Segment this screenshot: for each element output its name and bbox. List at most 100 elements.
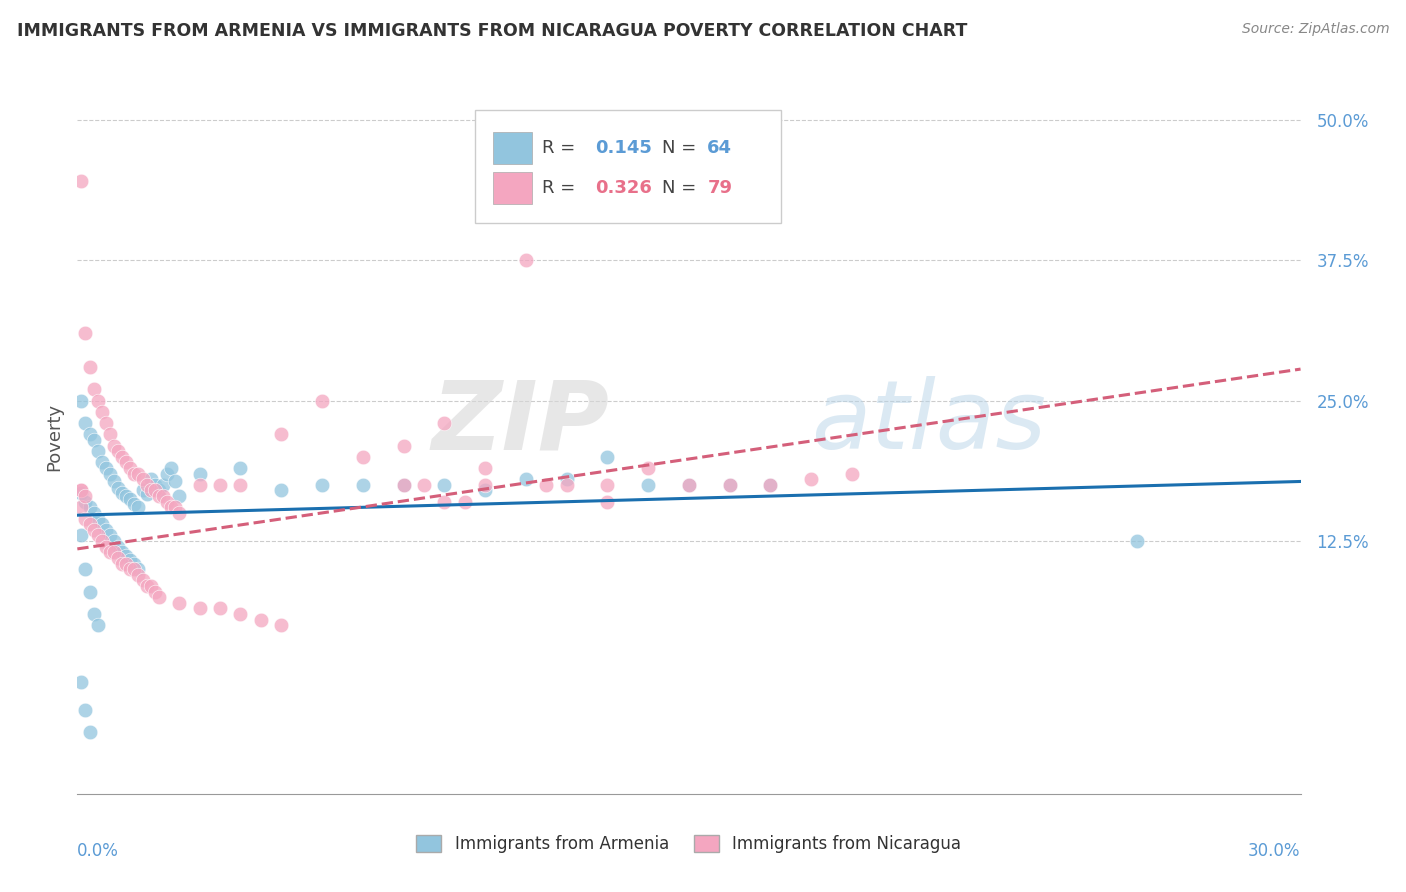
- Text: N =: N =: [662, 139, 702, 157]
- Point: [120, 553, 142, 567]
- Legend: Immigrants from Armenia, Immigrants from Nicaragua: Immigrants from Armenia, Immigrants from…: [416, 835, 962, 854]
- Point: [139, 483, 162, 498]
- Point: [94, 523, 117, 537]
- Point: [115, 549, 138, 563]
- Point: [70, 483, 93, 498]
- Point: [94, 416, 117, 430]
- Point: [107, 444, 129, 458]
- Point: [1126, 534, 1149, 549]
- Text: 79: 79: [707, 179, 733, 197]
- Point: [169, 506, 191, 520]
- Text: 0.0%: 0.0%: [77, 842, 120, 861]
- FancyBboxPatch shape: [494, 132, 533, 164]
- Point: [143, 584, 166, 599]
- Point: [453, 494, 475, 508]
- Point: [800, 472, 823, 486]
- Point: [120, 461, 142, 475]
- Point: [83, 523, 105, 537]
- Point: [111, 485, 134, 500]
- Point: [352, 450, 374, 464]
- Point: [98, 427, 121, 442]
- Point: [759, 478, 782, 492]
- Point: [79, 427, 101, 442]
- Text: ZIP: ZIP: [432, 376, 609, 469]
- Point: [208, 601, 231, 615]
- Point: [115, 489, 138, 503]
- Point: [311, 393, 333, 408]
- Point: [94, 540, 117, 554]
- Point: [515, 253, 537, 268]
- Point: [759, 478, 782, 492]
- Point: [188, 478, 211, 492]
- Point: [90, 405, 112, 419]
- Point: [83, 433, 105, 447]
- Point: [678, 478, 700, 492]
- Point: [87, 444, 110, 458]
- Text: 30.0%: 30.0%: [1249, 842, 1301, 861]
- Point: [83, 506, 105, 520]
- Text: R =: R =: [543, 179, 581, 197]
- Point: [229, 607, 252, 621]
- Point: [555, 472, 578, 486]
- Point: [160, 500, 183, 515]
- Point: [70, 674, 93, 689]
- Point: [392, 478, 415, 492]
- Point: [160, 461, 183, 475]
- Point: [392, 478, 415, 492]
- Point: [98, 545, 121, 559]
- Point: [718, 478, 741, 492]
- Point: [103, 545, 125, 559]
- Point: [98, 467, 121, 481]
- Point: [103, 534, 125, 549]
- Point: [250, 613, 273, 627]
- Point: [70, 174, 93, 188]
- Point: [90, 534, 112, 549]
- Point: [70, 393, 93, 408]
- Point: [75, 494, 97, 508]
- Point: [143, 483, 166, 498]
- Point: [111, 545, 134, 559]
- Point: [152, 478, 174, 492]
- Point: [124, 557, 146, 571]
- Point: [79, 500, 101, 515]
- Point: [413, 478, 436, 492]
- Point: [107, 481, 129, 495]
- Point: [111, 450, 134, 464]
- Point: [124, 562, 146, 576]
- Point: [152, 489, 174, 503]
- Point: [75, 416, 97, 430]
- Point: [131, 574, 153, 588]
- Point: [148, 483, 170, 498]
- Point: [229, 461, 252, 475]
- Point: [188, 601, 211, 615]
- Point: [107, 540, 129, 554]
- Point: [94, 461, 117, 475]
- Point: [115, 557, 138, 571]
- Point: [148, 489, 170, 503]
- Point: [474, 461, 496, 475]
- FancyBboxPatch shape: [475, 111, 780, 223]
- Point: [433, 416, 456, 430]
- Point: [352, 478, 374, 492]
- Point: [75, 562, 97, 576]
- Point: [75, 703, 97, 717]
- Point: [127, 562, 149, 576]
- Point: [841, 467, 863, 481]
- Point: [90, 517, 112, 532]
- Point: [70, 500, 93, 515]
- Point: [127, 567, 149, 582]
- Point: [70, 485, 93, 500]
- Point: [75, 511, 97, 525]
- Point: [83, 607, 105, 621]
- Text: 0.145: 0.145: [595, 139, 651, 157]
- Text: atlas: atlas: [811, 376, 1046, 469]
- Point: [87, 511, 110, 525]
- Text: Source: ZipAtlas.com: Source: ZipAtlas.com: [1241, 22, 1389, 37]
- Text: N =: N =: [662, 179, 702, 197]
- Point: [474, 483, 496, 498]
- Point: [135, 487, 157, 501]
- Text: R =: R =: [543, 139, 581, 157]
- Point: [87, 528, 110, 542]
- Point: [107, 550, 129, 565]
- Point: [270, 483, 292, 498]
